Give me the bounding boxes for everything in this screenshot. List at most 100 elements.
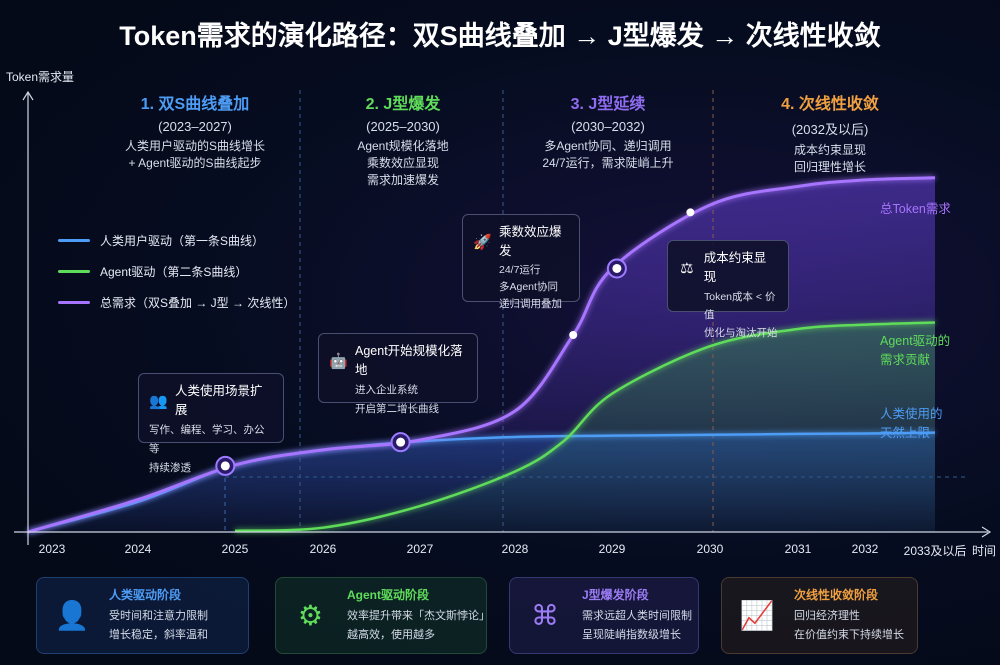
legend-item-total: 总需求（双S叠加 → J型 → 次线性） — [58, 287, 295, 318]
card-human-stage: 👤 人类驱动阶段受时间和注意力限制 增长稳定，斜率温和 — [36, 577, 249, 654]
gears-icon: ⚙ — [297, 600, 324, 631]
total-demand-label: 总Token需求 — [880, 202, 951, 216]
card-text: 在价值约束下持续增长 — [794, 629, 904, 641]
phase-years: (2030–2032) — [571, 119, 645, 134]
callout-text: 优化与淘汰开始 — [704, 327, 778, 339]
person-icon: 👤 — [54, 600, 90, 631]
callout-title: 成本约束显现 — [703, 251, 767, 284]
x-tick-label: 2025 — [221, 542, 249, 556]
phase-3-header: 3. J型延续 (2030–2032) 多Agent协同、递归调用 24/7运行，… — [508, 90, 708, 172]
x-tick-label: 2031 — [784, 542, 812, 556]
callout-multiplier: 🚀 乘数效应爆发 24/7运行 多Agent协同 递归调用叠加 — [462, 214, 580, 310]
growth-chart-icon: 📈 — [739, 600, 775, 631]
phase-desc: 24/7运行，需求陡峭上升 — [542, 156, 674, 170]
card-text: 越高效，使用越多 — [346, 629, 435, 641]
card-sublinear-stage: 📈 次线性收敛阶段 回归经济理性在价值约束下持续增长 — [721, 577, 918, 654]
callout-title: 乘数效应爆发 — [499, 225, 562, 258]
callout-text: 递归调用叠加 — [499, 298, 562, 310]
rocket-icon: 🚀 — [473, 233, 492, 251]
y-axis-arrow — [22, 90, 34, 101]
x-tick-label: 2026 — [309, 542, 337, 556]
robot-icon: 🤖 — [329, 352, 348, 370]
x-tick-label: 2024 — [124, 542, 152, 556]
phase-desc: 多Agent协同、递归调用 — [544, 139, 672, 153]
phase-title: 2. J型爆发 — [365, 96, 441, 113]
legend-swatch — [58, 270, 90, 273]
phase-desc: + Agent驱动的S曲线起步 — [128, 156, 262, 170]
page-title: Token需求的演化路径：双S曲线叠加 → J型爆发 → 次线性收敛 — [119, 21, 881, 51]
scale-icon: ⚖ — [680, 259, 694, 277]
card-text: 呈现陡峭指数级增长 — [582, 629, 681, 641]
legend-item-agent: Agent驱动（第二条S曲线） — [58, 256, 295, 287]
legend-label: Agent驱动（第二条S曲线） — [100, 265, 248, 279]
callout-text: 多Agent协同 — [499, 281, 558, 293]
data-marker — [396, 437, 406, 447]
card-title: J型爆发阶段 — [582, 588, 649, 602]
x-tick-label: 2027 — [406, 542, 434, 556]
label-line: Agent驱动的 — [880, 334, 951, 348]
card-text: 需求远超人类时间限制 — [582, 610, 692, 622]
label-line: 天然上限 — [880, 426, 931, 440]
callout-text: 开启第二增长曲线 — [355, 403, 439, 415]
x-tick-label: 2029 — [598, 542, 626, 556]
label-line: 需求贡献 — [880, 353, 931, 367]
phase-years: (2032及以后) — [791, 122, 869, 137]
phase-desc: 回归理性增长 — [793, 160, 866, 174]
phase-title: 4. 次线性收敛 — [781, 96, 879, 113]
phase-1-header: 1. 双S曲线叠加 (2023–2027) 人类用户驱动的S曲线增长 + Agen… — [95, 90, 295, 172]
callout-text: Token成本 < 价值 — [704, 291, 776, 321]
callout-agent-landing: 🤖 Agent开始规模化落地 进入企业系统 开启第二增长曲线 — [318, 333, 478, 415]
callout-text: 进入企业系统 — [355, 384, 418, 396]
human-limit-label: 人类使用的 天然上限 — [880, 405, 943, 443]
x-tick-label: 2032 — [851, 542, 879, 556]
x-tick-label: 2028 — [501, 542, 529, 556]
label-line: 人类使用的 — [880, 407, 943, 421]
legend: 人类用户驱动（第一条S曲线） Agent驱动（第二条S曲线） 总需求（双S叠加 … — [58, 225, 295, 318]
card-title: 次线性收敛阶段 — [794, 588, 879, 602]
phase-title: 1. 双S曲线叠加 — [140, 96, 250, 113]
callout-human-expansion: 👥 人类使用场景扩展 写作、编程、学习、办公等 持续渗透 — [138, 373, 284, 474]
callout-text: 写作、编程、学习、办公等 — [149, 424, 265, 455]
callout-text: 24/7运行 — [499, 264, 541, 276]
x-axis-arrow — [981, 526, 992, 538]
x-tick-label: 2033及以后 — [903, 544, 967, 558]
callout-cost-constraint: ⚖ 成本约束显现 Token成本 < 价值 优化与淘汰开始 — [667, 240, 789, 339]
legend-item-human: 人类用户驱动（第一条S曲线） — [58, 225, 295, 256]
data-marker — [569, 331, 578, 340]
callout-text: 持续渗透 — [149, 462, 191, 474]
legend-swatch — [58, 239, 90, 242]
total-series-line — [27, 176, 936, 534]
human-area — [28, 432, 935, 532]
phase-2-header: 2. J型爆发 (2025–2030) Agent规模化落地 乘数效应显现 需求加速… — [303, 90, 503, 189]
network-icon: ⌘ — [531, 600, 559, 631]
phase-desc: 成本约束显现 — [793, 143, 866, 157]
phase-desc: Agent规模化落地 — [357, 139, 449, 153]
agent-contribution-label: Agent驱动的 需求贡献 — [880, 332, 950, 370]
legend-label: 总需求（双S叠加 → J型 → 次线性） — [100, 296, 296, 310]
callout-title: Agent开始规模化落地 — [355, 344, 463, 377]
phase-years: (2025–2030) — [366, 119, 440, 134]
x-tick-label: 2023 — [38, 542, 66, 556]
phase-years: (2023–2027) — [158, 119, 232, 134]
phase-4-header: 4. 次线性收敛 (2032及以后) 成本约束显现 回归理性增长 — [730, 90, 930, 176]
phase-title: 3. J型延续 — [570, 96, 646, 113]
card-text: 回归经济理性 — [794, 610, 860, 622]
phase-desc: 乘数效应显现 — [366, 156, 439, 170]
data-marker — [612, 263, 622, 273]
x-tick-label: 2030 — [696, 542, 724, 556]
card-title: 人类驱动阶段 — [109, 588, 182, 602]
card-agent-stage: ⚙ Agent驱动阶段 效率提升带来「杰文斯悖论」 越高效，使用越多 — [275, 577, 490, 654]
card-j-stage: ⌘ J型爆发阶段需求远超人类时间限制 呈现陡峭指数级增长 — [509, 577, 699, 654]
legend-label: 人类用户驱动（第一条S曲线） — [100, 234, 265, 248]
card-text: 受时间和注意力限制 — [109, 610, 208, 622]
legend-swatch — [58, 301, 90, 304]
x-axis-label: 时间 — [972, 544, 997, 558]
y-axis-label: Token需求量 — [6, 70, 75, 84]
phase-desc: 人类用户驱动的S曲线增长 — [124, 139, 265, 153]
data-marker — [220, 461, 230, 471]
card-title: Agent驱动阶段 — [346, 588, 429, 602]
card-text: 增长稳定，斜率温和 — [109, 629, 208, 641]
callout-title: 人类使用场景扩展 — [175, 384, 263, 417]
users-icon: 👥 — [149, 392, 168, 410]
agent-series-line — [234, 321, 936, 532]
